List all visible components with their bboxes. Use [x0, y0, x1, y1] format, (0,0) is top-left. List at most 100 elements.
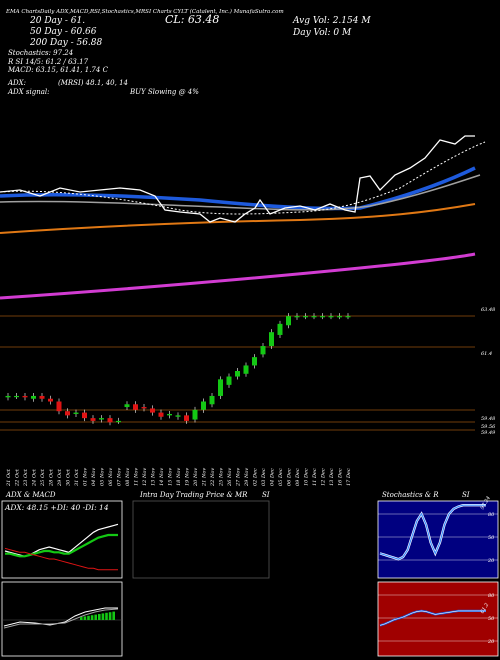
macd-hist-bar [105, 612, 108, 620]
date-label: 11 Dec [312, 468, 318, 486]
candle-body [167, 413, 172, 416]
candle-body [73, 412, 79, 414]
buy-signal-label: BUY Slowing @ 4% [129, 88, 199, 96]
candle-body [31, 395, 36, 399]
level-label-5: 59.49 [481, 430, 496, 436]
date-label: 31 Oct [74, 468, 80, 486]
date-label: 09 Dec [295, 468, 301, 486]
date-label: 19 Nov [185, 468, 191, 486]
series-line [5, 533, 118, 558]
date-label: 23 Oct [23, 468, 29, 487]
candle-body [175, 415, 181, 417]
rsi-lines [379, 609, 486, 627]
stoch-tick-50: 50 [488, 535, 495, 541]
date-label: 06 Dec [287, 468, 293, 486]
level-label-1: 63.48 [481, 307, 495, 313]
macd-hist-bar [98, 614, 101, 620]
rsi-value: 61.2 [480, 602, 491, 615]
mrsi-label: (MRSI) 48.1, 40, 14 [58, 79, 128, 87]
date-label: 04 Dec [270, 468, 276, 486]
header-title: EMA ChartsDaily ADX,MACD,RSI,Stochastics… [5, 8, 284, 15]
candle-body [294, 316, 300, 318]
candle-body [235, 371, 240, 377]
ema-magenta-line [0, 252, 476, 300]
date-label: 12 Nov [142, 468, 148, 486]
date-label: 15 Nov [168, 468, 174, 486]
series-line [4, 547, 118, 571]
adx-signal-label: ADX signal: [7, 88, 49, 96]
candle-body [303, 316, 308, 318]
macd-hist-bar [94, 614, 97, 620]
ema200-label: 200 Day - 56.88 [29, 38, 103, 48]
rsi-tick-80: 80 [488, 593, 495, 599]
date-label: 22 Nov [210, 468, 216, 487]
adx-macd-panel: ADX & MACD ADX: 48.15 +DI: 40 -DI: 14 [1, 491, 123, 657]
macd-signal-line [3, 608, 119, 629]
date-label: 20 Nov [193, 468, 199, 487]
adx-panel-frame [1, 500, 123, 579]
ema20-label: 20 Day - 61. [29, 16, 85, 26]
candle-body [90, 418, 96, 421]
level-label-3: 59.48 [481, 416, 495, 422]
candle-body [184, 415, 189, 421]
candle-body [311, 316, 317, 318]
date-axis: 21 Oct 22 Oct 23 Oct 24 Oct 25 Oct 28 Oct 29 O… [6, 468, 352, 487]
adx-panel-values: ADX: 48.15 +DI: 40 -DI: 14 [4, 503, 109, 512]
adx-macd-title: ADX & MACD [5, 491, 56, 499]
ema-dashed-line [0, 141, 486, 215]
candle-body [5, 395, 11, 398]
candle-body [82, 412, 87, 419]
candle-body [192, 409, 198, 420]
stoch-title: Stochastics & R [382, 491, 439, 499]
stoch-si: SI [462, 491, 470, 499]
date-label: 10 Dec [304, 468, 310, 486]
macd-hist-bar [87, 615, 90, 620]
candle-body [107, 418, 113, 423]
date-label: 03 Dec [261, 468, 267, 486]
series-line [379, 610, 486, 626]
date-label: 29 Oct [57, 468, 63, 487]
date-label: 25 Nov [219, 468, 225, 487]
day-vol-label: Day Vol: 0 M [292, 28, 352, 38]
candle-body [277, 323, 283, 335]
date-label: 26 Nov [227, 468, 233, 487]
macd-hist-bar [112, 611, 115, 620]
date-label: 27 Nov [236, 468, 242, 487]
macd-hist-bar [80, 617, 83, 620]
intraday-title: Intra Day Trading Price & MR [139, 491, 248, 499]
level-label-2: 61.4 [481, 351, 492, 357]
candle-body [269, 332, 274, 347]
date-label: 13 Nov [151, 468, 157, 486]
ema-grey-line [0, 174, 481, 211]
header: EMA ChartsDaily ADX,MACD,RSI,Stochastics… [5, 8, 371, 96]
macd-panel-frame [1, 581, 123, 657]
date-label: 11 Nov [134, 468, 140, 486]
candle-body [65, 411, 70, 416]
candle-body [243, 365, 249, 374]
level-label-4: 59.56 [481, 424, 496, 430]
candle-body [218, 379, 223, 396]
stoch-label: Stochastics: 97.24 [8, 49, 73, 57]
candle-body [209, 395, 215, 405]
date-label: 06 Nov [108, 468, 114, 486]
date-label: 12 Dec [321, 468, 327, 486]
price-white-line [0, 135, 475, 223]
candle-body [56, 401, 62, 412]
macd-line [3, 607, 118, 627]
candle-body [48, 398, 53, 402]
candle-body [133, 404, 138, 410]
date-label: 05 Nov [100, 468, 106, 486]
ema50-label: 50 Day - 60.66 [30, 27, 97, 37]
date-label: 18 Nov [176, 468, 182, 486]
close-price-label: CL: 63.48 [165, 13, 219, 26]
candle-body [328, 316, 334, 318]
candle-body [14, 395, 19, 398]
candle-body [22, 395, 28, 398]
date-label: 28 Oct [49, 468, 55, 487]
series-line [379, 504, 486, 560]
candles [5, 313, 351, 426]
intraday-si: SI [262, 491, 270, 499]
date-label: 17 Dec [346, 468, 352, 486]
stoch-panel-bg [377, 500, 499, 579]
